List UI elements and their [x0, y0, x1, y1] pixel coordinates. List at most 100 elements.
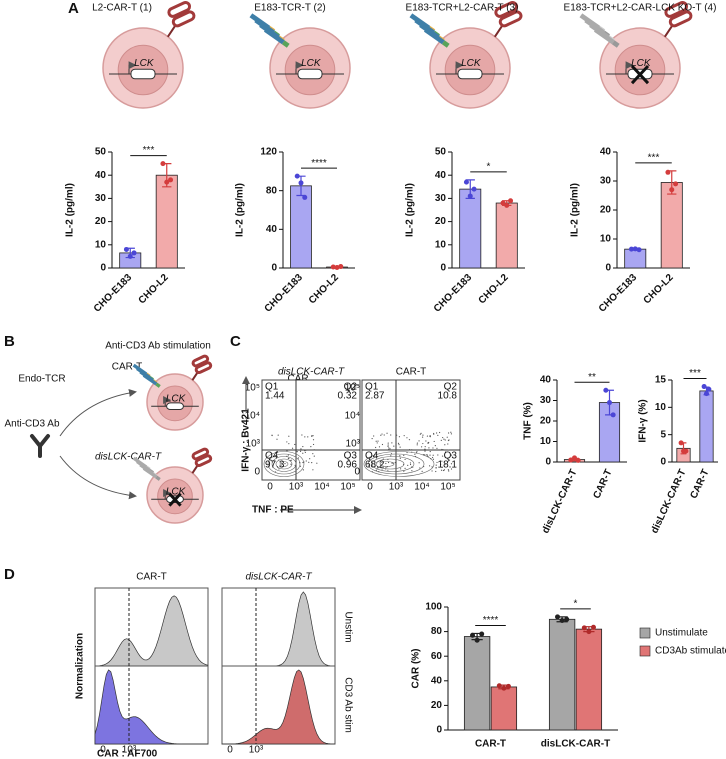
event-dot [399, 455, 401, 457]
data-point [568, 457, 574, 463]
car-domain [498, 10, 523, 28]
bar [459, 188, 482, 269]
event-dot [411, 449, 413, 451]
event-dot [394, 461, 396, 464]
data-point [590, 624, 596, 630]
event-dot [419, 433, 422, 435]
event-dot [431, 470, 433, 472]
chart-title: E183-TCR+L2-CAR-LCK KO-T (4) [564, 3, 717, 14]
x-tick-label: 10³ [389, 482, 404, 493]
tcr-chain [281, 40, 290, 48]
event-dot [383, 434, 385, 436]
gene-box [297, 68, 323, 80]
histogram [221, 669, 336, 745]
legend-swatch [639, 645, 651, 657]
data-point [479, 631, 485, 637]
event-dot [304, 436, 306, 438]
event-dot [414, 453, 416, 455]
event-dot [316, 462, 318, 464]
event-dot [375, 440, 377, 442]
y-axis-label: CAR (%) [411, 649, 422, 689]
bar-chart: E183-TCR+L2-CAR-T (3) 0 10 20 30 40 50 IL-2 (pg… [405, 3, 525, 315]
event-dot [429, 436, 431, 438]
tcr-chain [155, 382, 161, 388]
quadrant-name: Q4 [365, 451, 379, 462]
event-dot [371, 466, 373, 468]
flow-plot: CAR-TQ12.87Q210.8Q318.1Q468.20010³10³10⁴… [345, 367, 461, 493]
event-dot [433, 440, 435, 443]
y-tick-label: 10³ [246, 439, 261, 450]
y-tick-label: 10 [600, 234, 612, 245]
event-dot [444, 439, 446, 441]
y-tick-label: 40 [431, 675, 443, 686]
event-dot [299, 465, 302, 467]
y-tick-label: 0 [660, 457, 666, 468]
event-dot [418, 462, 420, 464]
event-dot [404, 467, 406, 469]
event-dot [442, 436, 444, 439]
event-dot [433, 432, 435, 435]
car-domain [167, 1, 192, 18]
event-dot [312, 469, 314, 471]
event-dot [407, 464, 409, 466]
event-dot [302, 461, 304, 464]
y-tick-label: 60 [431, 651, 443, 662]
data-point [294, 173, 300, 179]
event-dot [444, 451, 447, 453]
cell-diagram: LCK [102, 1, 196, 109]
event-dot [432, 458, 435, 460]
quadrant-value: 68.2 [365, 460, 385, 471]
x-tick-label: CHO-E183 [263, 272, 306, 315]
event-dot [403, 470, 405, 472]
event-dot [391, 462, 393, 464]
event-dot [288, 443, 290, 445]
legend-swatch [639, 627, 651, 639]
event-dot [397, 442, 400, 445]
event-dot [434, 445, 436, 447]
y-tick-label: 40 [435, 170, 447, 181]
event-dot [388, 448, 390, 451]
event-dot [286, 441, 288, 443]
x-tick-label: 0 [227, 745, 233, 756]
data-point [665, 169, 671, 175]
y-axis-label: TNF (%) [523, 402, 534, 440]
event-dot [408, 439, 411, 441]
event-dot [386, 432, 388, 434]
data-point [603, 387, 609, 393]
event-dot [375, 469, 377, 471]
x-tick-label: CHO-L2 [477, 272, 511, 306]
b-label: CAR-T [112, 362, 143, 373]
y-tick-label: 0 [100, 263, 106, 274]
histogram-title: CAR-T [136, 572, 167, 583]
event-dot [294, 443, 296, 446]
tcr-chain [155, 475, 161, 481]
event-dot [444, 444, 446, 446]
data-point [572, 455, 577, 461]
event-dot [313, 449, 315, 451]
event-dot [374, 465, 376, 468]
event-dot [403, 454, 405, 456]
event-dot [291, 447, 294, 449]
data-point [463, 179, 469, 185]
car-stalk [493, 24, 504, 38]
gene-label: LCK [166, 486, 187, 497]
data-point [610, 412, 616, 418]
knockout-cross [168, 492, 182, 507]
event-dot [416, 451, 418, 453]
event-dot [381, 433, 383, 435]
contour [375, 458, 405, 470]
event-dot [416, 444, 418, 446]
y-tick-label: 80 [266, 185, 278, 196]
histogram-x-label: CAR : AF700 [97, 749, 158, 759]
cell-diagram: LCK [132, 354, 213, 431]
quadrant-name: Q4 [265, 451, 279, 462]
y-tick-label: 10³ [346, 439, 361, 450]
event-dot [286, 450, 288, 452]
event-dot [278, 468, 280, 470]
data-point [683, 448, 689, 454]
flow-plot: disLCK-CAR-TQ11.44Q20.32Q30.96Q497.30010… [245, 367, 361, 493]
x-tick-label: 10⁴ [314, 482, 329, 493]
event-dot [288, 435, 290, 437]
flow-frame [261, 379, 361, 481]
event-dot [404, 458, 406, 461]
